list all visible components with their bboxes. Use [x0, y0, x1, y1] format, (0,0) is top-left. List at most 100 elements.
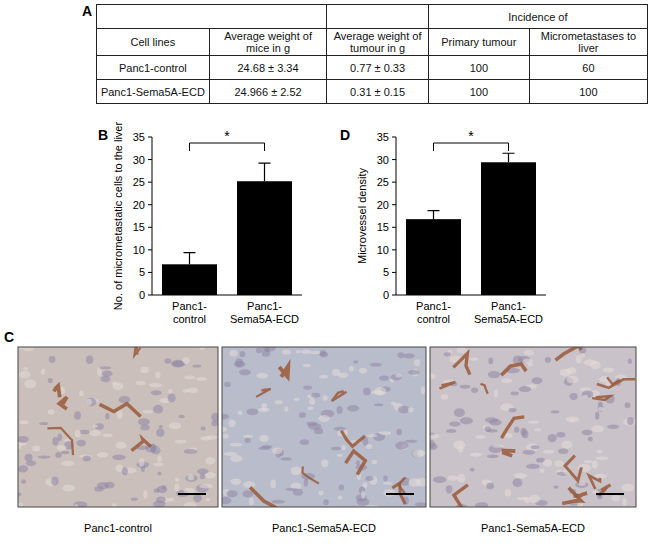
cell-texture [93, 424, 98, 427]
label-line: Panc1- [491, 300, 526, 312]
cell-texture [183, 357, 190, 364]
cell-texture [457, 347, 467, 353]
cell-texture [140, 425, 149, 431]
cell-texture [471, 388, 478, 393]
blank-cell [97, 5, 327, 29]
cell-texture [18, 465, 28, 472]
cell-texture [421, 386, 425, 394]
vessel-stain [504, 450, 516, 455]
cell-texture [168, 389, 172, 393]
cell-texture [526, 464, 540, 469]
cell-texture [168, 394, 176, 402]
cell-texture [383, 489, 396, 496]
label-line: Sema5A-ECD [230, 313, 299, 325]
cell-texture [211, 420, 218, 426]
cell-texture [529, 495, 540, 504]
cell-texture [243, 435, 253, 438]
cell-texture [415, 502, 426, 506]
y-tick-label: 20 [377, 199, 389, 211]
cell-texture [271, 500, 285, 504]
cell-texture [460, 417, 473, 424]
cell-texture [447, 475, 458, 481]
y-tick-label: 10 [133, 244, 145, 256]
error-bar [184, 253, 196, 265]
cell-texture [583, 359, 596, 366]
cell-texture [319, 415, 330, 422]
cell-texture [154, 463, 164, 467]
cell-texture [38, 455, 51, 458]
cell-texture [501, 378, 512, 383]
cell-texture [300, 439, 309, 445]
cell-texture [303, 364, 311, 367]
cell-texture [514, 473, 527, 478]
cell-texture [323, 499, 329, 505]
cell-texture [567, 376, 579, 384]
cell-texture [449, 421, 461, 426]
cell-texture [575, 481, 588, 488]
cell-texture [395, 374, 401, 378]
cell-texture [86, 398, 97, 407]
y-tick-label: 25 [133, 176, 145, 188]
table-cell: 100 [529, 80, 647, 104]
cell-texture [551, 410, 560, 413]
cell-texture [193, 494, 202, 502]
vessel-stain [54, 386, 60, 397]
table-cell: Panc1-control [97, 56, 210, 80]
cell-texture [192, 364, 201, 367]
cell-texture [201, 436, 211, 440]
cell-texture [403, 353, 415, 358]
y-tick-label: 15 [377, 221, 389, 233]
y-tick [392, 227, 396, 228]
cell-texture [105, 413, 109, 419]
cell-texture [607, 425, 619, 429]
image-caption: Panc1-Sema5A-ECD [481, 522, 585, 534]
y-tick-label: 15 [133, 221, 145, 233]
image-frame [18, 347, 218, 507]
cell-texture [294, 398, 300, 401]
y-tick [148, 204, 152, 205]
cell-texture [61, 451, 69, 454]
cell-texture [79, 391, 84, 396]
cell-texture [517, 497, 529, 500]
cell-texture [475, 435, 486, 439]
cell-texture [303, 385, 312, 389]
cell-texture [405, 440, 418, 443]
cell-texture [543, 459, 552, 467]
cell-texture [199, 484, 213, 489]
error-bar [503, 153, 515, 162]
cell-texture [151, 390, 162, 395]
cell-texture [583, 395, 588, 399]
cell-texture [185, 474, 197, 482]
y-tick [148, 295, 152, 296]
cell-texture [169, 498, 174, 502]
cell-texture [374, 387, 386, 396]
cell-texture [603, 367, 614, 372]
cell-texture [356, 460, 360, 465]
cell-texture [143, 490, 147, 498]
cell-texture [460, 385, 471, 389]
cell-texture [338, 495, 343, 499]
label-line: Panc1- [247, 300, 282, 312]
cell-texture [184, 488, 195, 494]
cell-texture [505, 489, 512, 496]
cell-texture [224, 382, 230, 387]
cell-texture [239, 369, 251, 375]
cell-texture [157, 455, 162, 462]
cell-texture [511, 392, 519, 396]
cell-texture [74, 411, 81, 420]
group-header: Incidence of [428, 5, 647, 29]
vessel-stain [346, 451, 366, 475]
y-tick [148, 249, 152, 250]
vessel-stain [607, 377, 620, 385]
cell-texture [592, 460, 598, 469]
cell-texture [309, 398, 315, 405]
y-tick-label: 0 [383, 289, 389, 301]
cell-texture [62, 485, 75, 492]
cell-texture [157, 486, 168, 493]
scale-bar [386, 493, 414, 495]
cell-texture [367, 434, 377, 437]
cell-texture [372, 460, 378, 464]
cell-texture [270, 479, 276, 488]
cell-texture [528, 421, 540, 424]
cell-texture [196, 377, 206, 381]
